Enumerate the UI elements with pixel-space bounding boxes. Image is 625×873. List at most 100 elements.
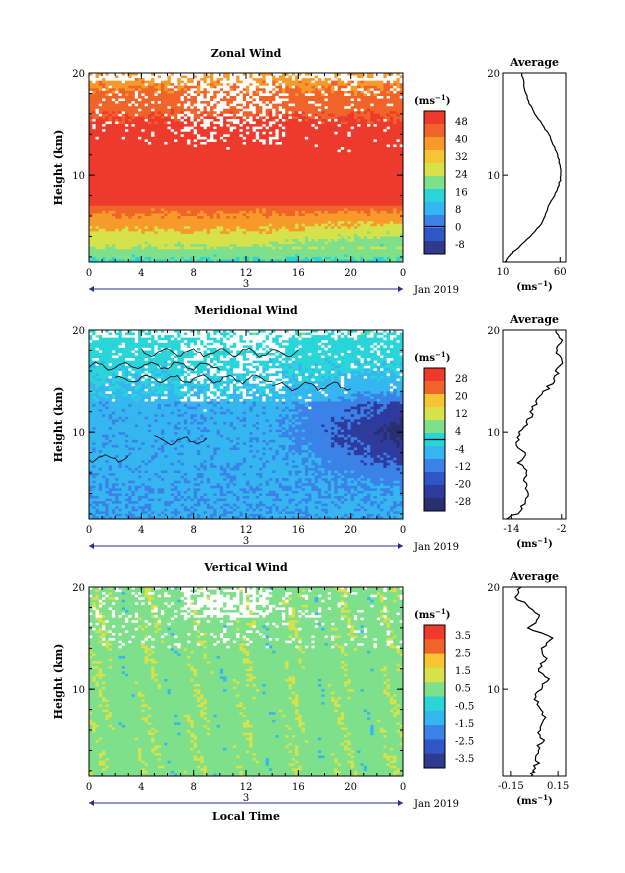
heatmap-cell	[96, 134, 100, 137]
heatmap-cell	[145, 147, 149, 150]
heatmap-cell	[161, 129, 165, 132]
heatmap-cell	[367, 180, 371, 183]
heatmap-cell	[161, 170, 165, 173]
heatmap-cell	[357, 93, 361, 96]
heatmap-cell	[266, 83, 270, 86]
heatmap-cell	[128, 160, 132, 163]
heatmap-cell	[275, 132, 279, 135]
heatmap-cell	[364, 203, 368, 206]
heatmap-cell	[298, 83, 302, 86]
heatmap-cell	[262, 157, 266, 160]
heatmap-cell	[187, 201, 191, 204]
heatmap-cell	[118, 155, 122, 158]
heatmap-cell	[122, 127, 126, 130]
heatmap-cell	[174, 104, 178, 107]
heatmap-cell	[230, 104, 234, 107]
heatmap-cell	[262, 190, 266, 193]
heatmap-cell	[148, 168, 152, 171]
heatmap-cell	[328, 142, 332, 145]
heatmap-cell	[344, 132, 348, 135]
heatmap-cell	[223, 203, 227, 206]
heatmap-cell	[115, 147, 119, 150]
heatmap-cell	[302, 93, 306, 96]
heatmap-cell	[181, 106, 185, 109]
heatmap-cell	[318, 139, 322, 142]
heatmap-cell	[213, 119, 217, 122]
heatmap-cell	[393, 127, 397, 130]
heatmap-cell	[174, 145, 178, 148]
heatmap-cell	[200, 129, 204, 132]
heatmap-cell	[285, 109, 289, 112]
heatmap-cell	[197, 185, 201, 188]
heatmap-cell	[298, 91, 302, 94]
heatmap-cell	[151, 119, 155, 122]
heatmap-cell	[151, 142, 155, 145]
heatmap-cell	[141, 96, 145, 99]
heatmap-cell	[308, 155, 312, 158]
heatmap-cell	[298, 175, 302, 178]
heatmap-cell	[154, 83, 158, 86]
heatmap-cell	[161, 91, 165, 94]
heatmap-cell	[181, 93, 185, 96]
heatmap-cell	[285, 183, 289, 186]
heatmap-cell	[328, 96, 332, 99]
heatmap-cell	[210, 132, 214, 135]
heatmap-cell	[174, 96, 178, 99]
heatmap-cell	[243, 201, 247, 204]
heatmap-cell	[203, 129, 207, 132]
heatmap-cell	[112, 134, 116, 137]
heatmap-cell	[230, 78, 234, 81]
heatmap-cell	[203, 198, 207, 201]
heatmap-cell	[321, 137, 325, 140]
heatmap-cell	[370, 99, 374, 102]
heatmap-cell	[351, 119, 355, 122]
heatmap-cell	[282, 137, 286, 140]
heatmap-cell	[213, 88, 217, 91]
heatmap-cell	[331, 76, 335, 79]
heatmap-cell	[122, 152, 126, 155]
heatmap-cell	[148, 106, 152, 109]
heatmap-cell	[207, 183, 211, 186]
heatmap-cell	[351, 134, 355, 137]
heatmap-cell	[181, 150, 185, 153]
heatmap-cell	[308, 111, 312, 114]
heatmap-cell	[279, 109, 283, 112]
heatmap-cell	[311, 132, 315, 135]
heatmap-cell	[338, 81, 342, 84]
heatmap-cell	[174, 86, 178, 89]
heatmap-cell	[115, 116, 119, 119]
heatmap-cell	[109, 203, 113, 206]
heatmap-cell	[132, 150, 136, 153]
heatmap-cell	[347, 183, 351, 186]
heatmap-cell	[259, 173, 263, 176]
heatmap-cell	[243, 137, 247, 140]
heatmap-cell	[138, 129, 142, 132]
heatmap-cell	[135, 201, 139, 204]
heatmap-cell	[115, 193, 119, 196]
heatmap-cell	[396, 196, 400, 199]
heatmap-cell	[226, 91, 230, 94]
heatmap-cell	[118, 162, 122, 165]
heatmap-cell	[295, 173, 299, 176]
heatmap-cell	[220, 193, 224, 196]
heatmap-cell	[151, 109, 155, 112]
heatmap-cell	[112, 88, 116, 91]
heatmap-cell	[298, 106, 302, 109]
heatmap-cell	[171, 111, 175, 114]
heatmap-cell	[171, 155, 175, 158]
heatmap-cell	[135, 196, 139, 199]
heatmap-cell	[194, 106, 198, 109]
heatmap-cell	[354, 132, 358, 135]
heatmap-cell	[158, 134, 162, 137]
heatmap-cell	[266, 81, 270, 84]
heatmap-cell	[233, 86, 237, 89]
heatmap-cell	[253, 111, 257, 114]
heatmap-cell	[249, 152, 253, 155]
heatmap-cell	[364, 190, 368, 193]
heatmap-cell	[367, 83, 371, 86]
heatmap-cell	[164, 198, 168, 201]
heatmap-cell	[102, 188, 106, 191]
heatmap-cell	[285, 178, 289, 181]
heatmap-cell	[128, 111, 132, 114]
heatmap-cell	[187, 155, 191, 158]
